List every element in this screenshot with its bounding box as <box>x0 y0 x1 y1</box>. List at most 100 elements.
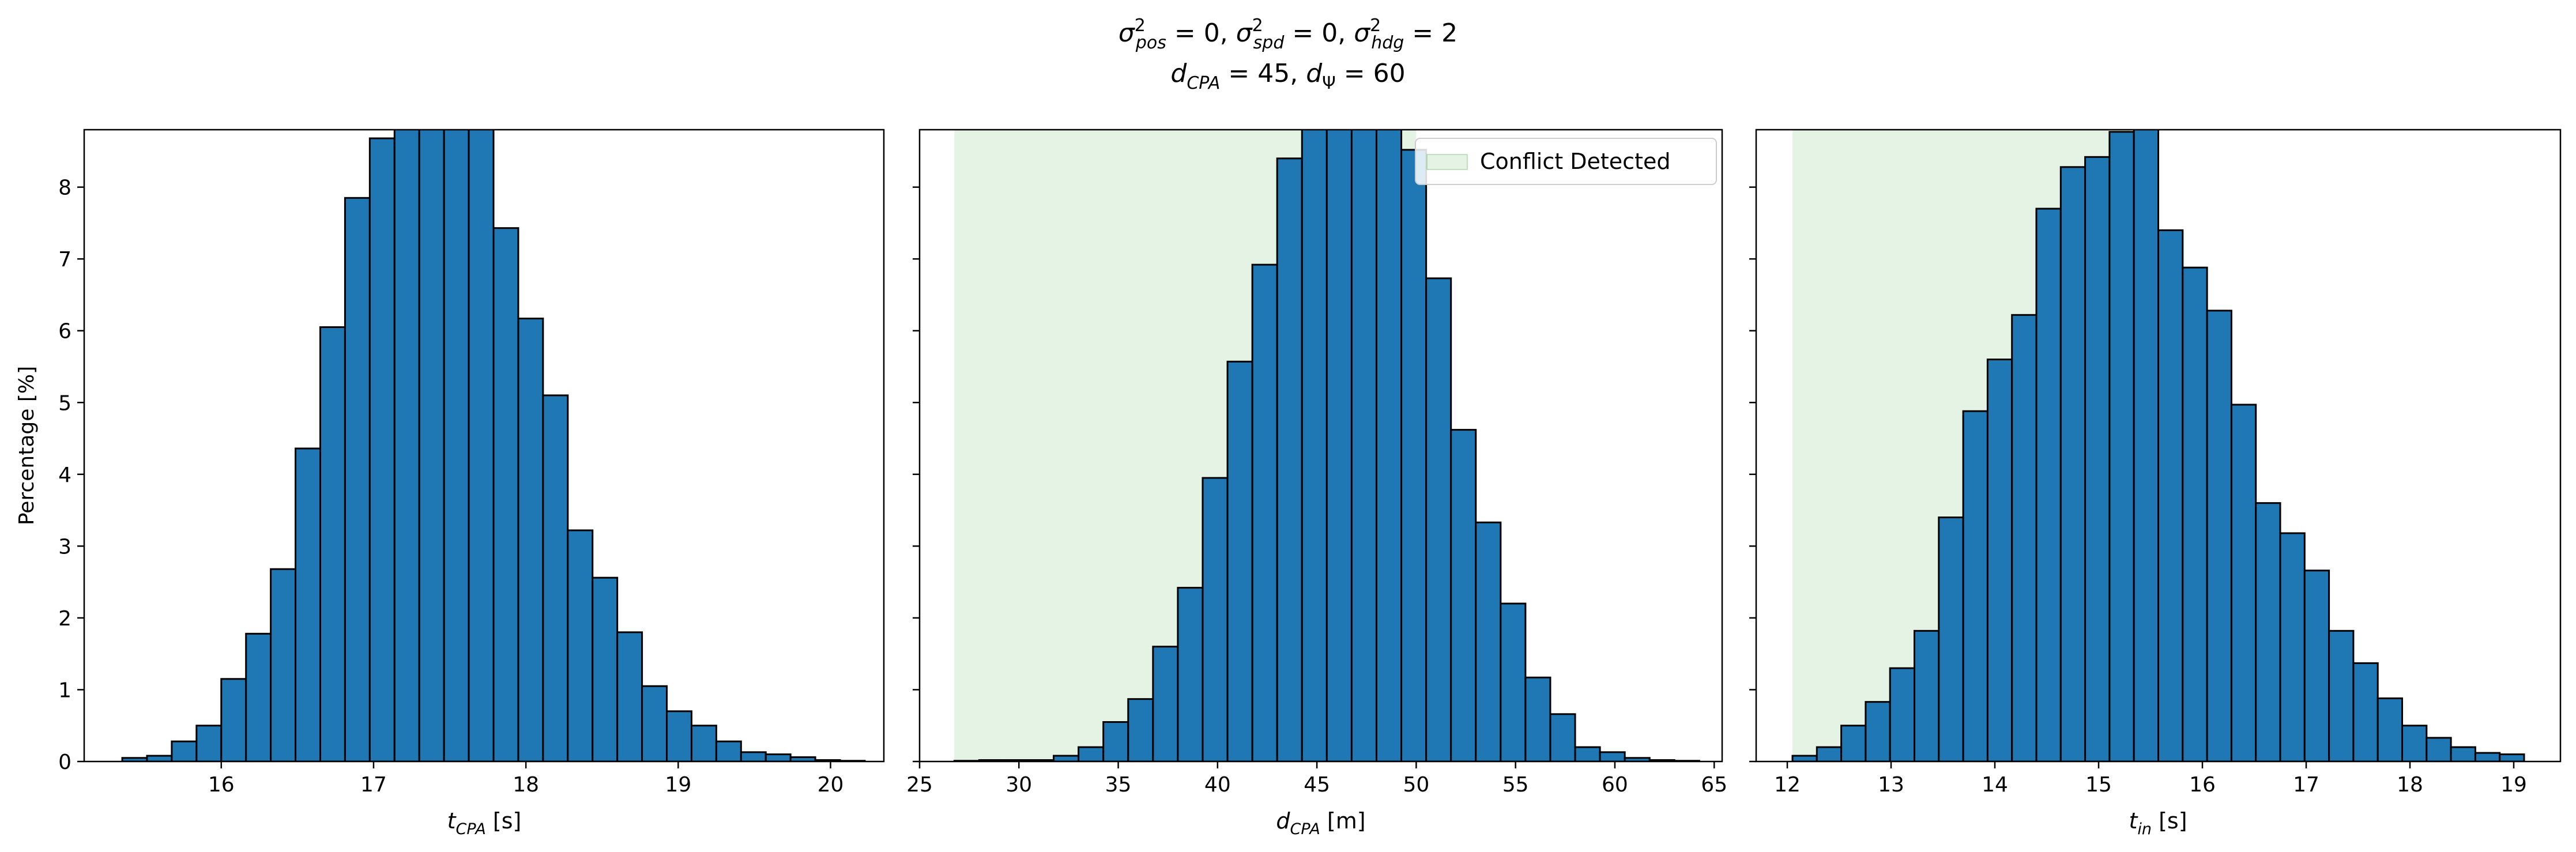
x-tick-label: 30 <box>1005 773 1032 797</box>
histogram-bar <box>2255 502 2281 761</box>
y-tick-label: 8 <box>58 176 71 200</box>
histogram-bar <box>1053 755 1080 761</box>
histogram-bar <box>1078 746 1105 761</box>
x-axis-label-t-in: tin [s] <box>2129 808 2187 838</box>
axes-frame <box>83 129 885 763</box>
histogram-bar <box>344 197 371 761</box>
y-tick-label: 2 <box>58 607 71 631</box>
histogram-bar <box>1425 277 1452 761</box>
histogram-bar <box>368 137 396 761</box>
histogram-bar <box>1865 701 1891 761</box>
histogram-bar <box>220 678 247 761</box>
histogram-bar <box>443 130 470 761</box>
histogram-bar <box>2279 532 2306 761</box>
histogram-bar <box>2059 166 2087 761</box>
histogram-bar <box>1816 746 1843 761</box>
histogram-bar <box>2157 229 2184 761</box>
histogram-bar <box>542 394 569 761</box>
histogram-bar <box>740 751 767 761</box>
x-tick-label: 13 <box>1878 773 1904 797</box>
x-tick-label: 17 <box>2293 773 2319 797</box>
histogram-bar <box>245 632 272 761</box>
y-tick-label: 5 <box>58 391 71 415</box>
histogram-bar <box>492 227 519 761</box>
histogram-bar <box>1524 676 1551 761</box>
y-axis-label: Percentage [%] <box>15 366 39 525</box>
legend-box <box>1415 138 1717 185</box>
histogram-bar <box>666 710 692 761</box>
histogram-bar <box>2401 725 2428 761</box>
histogram-bar <box>2499 753 2525 761</box>
histogram-bar <box>1450 429 1477 761</box>
histogram-bar <box>1840 725 1867 761</box>
x-axis-label-t-cpa: tCPA [s] <box>447 808 522 838</box>
figure-title-line2: dCPA = 45, dΨ = 60 <box>1170 59 1405 93</box>
x-tick-label: 18 <box>2397 773 2423 797</box>
legend: Conflict Detected <box>1415 138 1717 185</box>
histogram-bar <box>1500 602 1527 761</box>
x-tick-label: 65 <box>1701 773 1727 797</box>
panel-t-cpa: 16 17 18 19 20 0 1 2 3 4 5 6 7 8 <box>58 129 885 797</box>
histogram-bar <box>2377 697 2404 761</box>
histogram-bar <box>1574 746 1601 761</box>
histogram-bar <box>2474 752 2501 761</box>
histogram-bar <box>517 318 544 761</box>
x-tick-label: 14 <box>1982 773 2008 797</box>
histogram-bar <box>2230 404 2257 761</box>
histogram-bar <box>1791 755 1818 761</box>
histogram-bar <box>2450 746 2476 761</box>
x-tick-label: 17 <box>360 773 387 797</box>
histogram-bar <box>2011 314 2038 761</box>
histogram-bar <box>2182 266 2208 761</box>
y-tick-label: 4 <box>58 463 71 487</box>
x-tick-label: 40 <box>1204 773 1231 797</box>
histogram-bar <box>1127 698 1154 761</box>
histogram-bar <box>1177 587 1204 761</box>
histogram-bar <box>146 755 173 761</box>
histogram-bar <box>1938 517 1964 761</box>
histogram-bar <box>2084 156 2111 761</box>
histogram-bar <box>1962 410 1989 761</box>
histogram-bar <box>2108 131 2135 761</box>
x-tick-label: 45 <box>1304 773 1330 797</box>
x-tick-label: 60 <box>1602 773 1628 797</box>
histogram-bar <box>641 685 668 761</box>
histogram-bar <box>2206 310 2232 761</box>
histogram-bar <box>690 725 717 761</box>
histogram-bar <box>319 326 346 761</box>
histogram-bar <box>393 130 420 761</box>
x-tick-label: 16 <box>2189 773 2216 797</box>
legend-swatch <box>1426 154 1468 170</box>
histogram-bar <box>616 631 643 761</box>
histogram-bar <box>2352 662 2379 761</box>
x-tick-label: 15 <box>2085 773 2112 797</box>
x-tick-label: 20 <box>818 773 844 797</box>
x-tick-label: 19 <box>2500 773 2527 797</box>
histogram-bar <box>567 529 594 761</box>
histogram-bar <box>270 568 297 761</box>
axes-frame <box>918 129 1723 763</box>
histogram-bar <box>2328 629 2355 761</box>
histogram-bar <box>195 725 223 761</box>
x-tick-label: 19 <box>665 773 691 797</box>
histogram-bar <box>1226 360 1253 761</box>
y-tick-label: 1 <box>58 678 71 702</box>
histogram-bar <box>1152 646 1179 761</box>
histogram-bar <box>1914 629 1940 761</box>
bars <box>121 130 866 761</box>
histogram-bar <box>1599 751 1626 761</box>
histogram-bar <box>2035 208 2062 761</box>
y-tick-label: 6 <box>58 320 71 344</box>
histogram-bar <box>715 740 742 761</box>
x-tick-label: 16 <box>208 773 235 797</box>
x-tick-label: 55 <box>1502 773 1529 797</box>
histogram-bar <box>1276 157 1303 761</box>
histogram-bar <box>2303 570 2330 761</box>
panel-d-cpa: 25 30 35 40 45 50 55 60 65 Conflict Detected <box>906 129 1727 797</box>
histogram-bar <box>1251 263 1278 761</box>
histogram-bar <box>1301 130 1328 761</box>
bars <box>1791 130 2525 761</box>
histogram-bar <box>1325 130 1353 761</box>
y-tick-label: 7 <box>58 248 71 272</box>
histogram-bar <box>418 130 445 761</box>
